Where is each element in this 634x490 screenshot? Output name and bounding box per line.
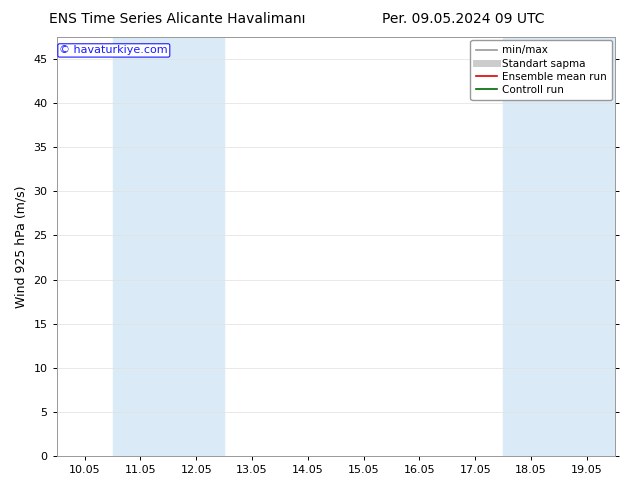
Bar: [112, 37, 169, 456]
Text: Per. 09.05.2024 09 UTC: Per. 09.05.2024 09 UTC: [382, 12, 544, 26]
Bar: [503, 37, 559, 456]
Text: ENS Time Series Alicante Havalimanı: ENS Time Series Alicante Havalimanı: [49, 12, 306, 26]
Text: © havaturkiye.com: © havaturkiye.com: [60, 46, 168, 55]
Y-axis label: Wind 925 hPa (m/s): Wind 925 hPa (m/s): [15, 185, 28, 308]
Bar: [559, 37, 615, 456]
Legend: min/max, Standart sapma, Ensemble mean run, Controll run: min/max, Standart sapma, Ensemble mean r…: [470, 40, 612, 100]
Bar: [169, 37, 224, 456]
